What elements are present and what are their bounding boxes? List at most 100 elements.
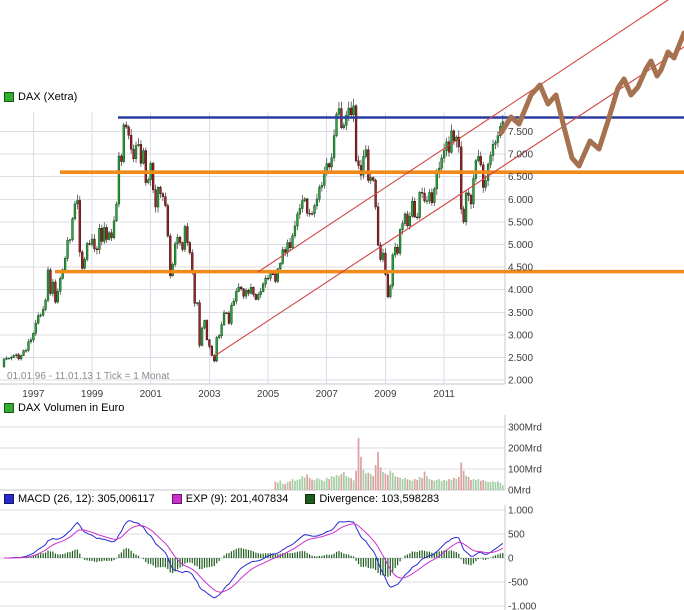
- candle-body: [188, 242, 191, 253]
- candle-body: [129, 135, 133, 150]
- candle-body: [127, 126, 130, 136]
- candle-body: [196, 302, 199, 304]
- candle-body: [293, 225, 297, 237]
- candle-body: [308, 212, 311, 215]
- channel-line-lower[interactable]: [212, 46, 684, 358]
- candle-body: [215, 337, 218, 362]
- exp-legend-item[interactable]: EXP (9): 201,407834: [171, 493, 288, 505]
- volume-bar: [426, 476, 428, 490]
- volume-bar: [482, 479, 485, 490]
- candle-body: [313, 205, 316, 214]
- candle-body: [154, 189, 157, 208]
- volume-bar: [335, 474, 338, 490]
- volume-bar: [492, 481, 494, 490]
- candle-body: [474, 160, 478, 179]
- candle-body: [433, 188, 436, 203]
- candle-body: [306, 198, 309, 214]
- candle-body: [440, 157, 443, 169]
- candle-body: [151, 163, 155, 191]
- candle-body: [181, 242, 184, 250]
- volume-bar: [448, 479, 450, 490]
- candle-body: [169, 235, 172, 277]
- candle-body: [401, 223, 404, 230]
- volume-bar: [328, 479, 331, 490]
- candle-body: [39, 314, 42, 317]
- candle-body: [34, 322, 37, 334]
- price-y-tick: 2.500: [508, 353, 533, 364]
- projection-line[interactable]: [498, 30, 684, 169]
- candle-body: [27, 341, 30, 351]
- instrument-icon: [4, 92, 14, 102]
- volume-bar: [303, 477, 306, 490]
- candle-body: [345, 114, 348, 126]
- candle-body: [442, 150, 446, 159]
- candle-body: [310, 213, 314, 215]
- price-x-tick: 2009: [374, 389, 397, 400]
- volume-bar: [340, 474, 343, 490]
- volume-bar: [435, 479, 438, 490]
- candle-body: [496, 135, 500, 143]
- candle-body: [139, 144, 143, 164]
- candle-body: [103, 227, 106, 242]
- candle-body: [100, 227, 103, 242]
- candle-body: [83, 259, 86, 269]
- candle-body: [328, 163, 331, 168]
- volume-bar: [296, 479, 299, 490]
- macd-panel-legend: MACD (26, 12): 305,006117 EXP (9): 201,4…: [4, 493, 452, 505]
- macd-legend-item[interactable]: MACD (26, 12): 305,006117: [4, 493, 155, 505]
- volume-panel-legend: DAX Volumen in Euro: [4, 402, 124, 414]
- volume-bar: [487, 482, 489, 490]
- volume-bar: [470, 479, 472, 490]
- volume-bar: [401, 479, 404, 490]
- candle-body: [425, 200, 429, 202]
- candle-body: [227, 312, 231, 324]
- price-x-tick: 1999: [81, 389, 104, 400]
- candle-body: [112, 220, 116, 238]
- volume-bar: [394, 476, 397, 490]
- candle-body: [482, 164, 485, 188]
- candle-body: [369, 177, 372, 181]
- volume-bar: [465, 475, 467, 490]
- volume-bar: [423, 471, 426, 490]
- volume-bar: [276, 482, 279, 490]
- candle-body: [17, 354, 20, 360]
- candle-body: [240, 286, 243, 290]
- candle-body: [66, 239, 69, 259]
- candle-body: [85, 243, 89, 260]
- volume-bar: [399, 477, 401, 490]
- price-y-tick: 6.500: [508, 172, 533, 183]
- volume-y-tick: 100Mrd: [508, 465, 542, 476]
- volume-bar: [467, 476, 470, 490]
- divergence-legend-item[interactable]: Divergence: 103,598283: [305, 493, 439, 505]
- volume-bar: [333, 476, 335, 490]
- channel-line-upper[interactable]: [257, 0, 669, 273]
- candle-body: [32, 333, 35, 341]
- candle-body: [232, 300, 235, 306]
- candle-body: [330, 157, 333, 168]
- candle-body: [7, 357, 11, 360]
- candle-body: [411, 200, 414, 217]
- candle-body: [406, 213, 409, 227]
- volume-bar: [418, 476, 421, 490]
- candle-body: [237, 286, 240, 292]
- candle-body: [220, 324, 223, 336]
- candle-body: [276, 268, 279, 282]
- candle-body: [132, 148, 135, 159]
- price-y-tick: 7.500: [508, 127, 533, 138]
- volume-bar: [362, 469, 365, 490]
- candle-body: [76, 200, 79, 205]
- candle-body: [479, 156, 482, 166]
- macd-y-tick: 1.000: [508, 506, 533, 517]
- candle-body: [142, 150, 145, 164]
- candle-body: [386, 274, 390, 298]
- candle-body: [54, 281, 57, 303]
- candle-body: [489, 155, 492, 165]
- candle-body: [279, 262, 282, 270]
- drawn-overlays[interactable]: [55, 0, 684, 358]
- candle-body: [249, 287, 253, 294]
- volume-bar: [369, 474, 372, 490]
- candle-body: [286, 242, 289, 253]
- candle-body: [244, 290, 248, 297]
